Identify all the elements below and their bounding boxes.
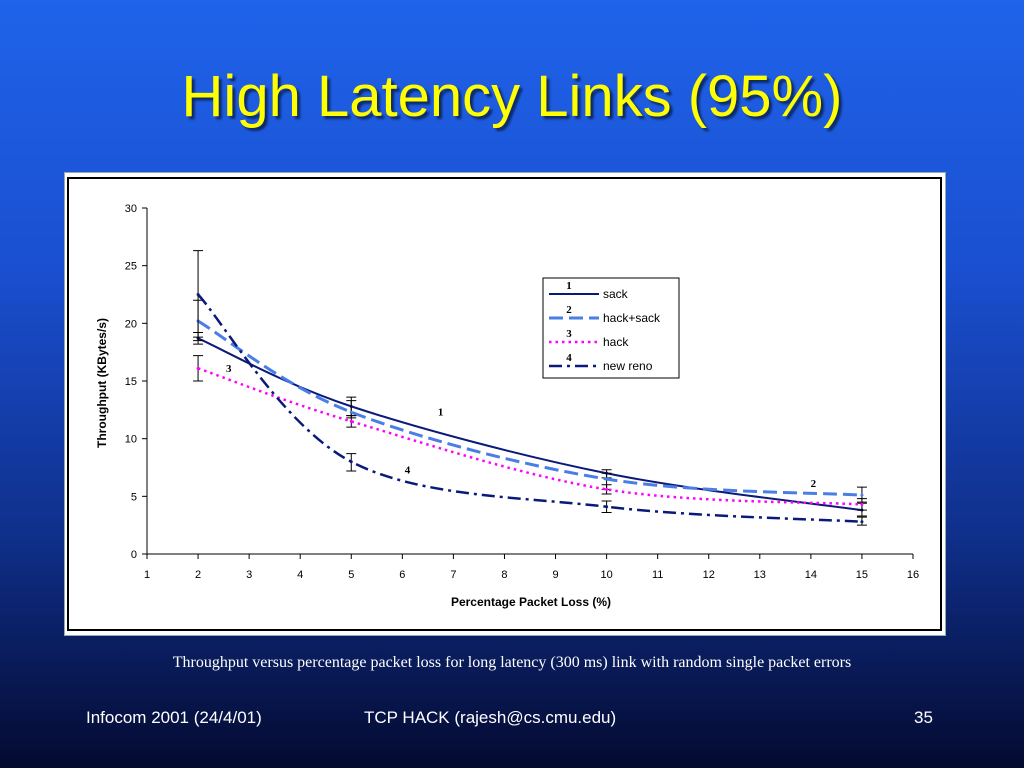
footer-page-number: 35 [914,708,933,727]
chart-border [67,177,942,631]
legend-label: hack+sack [603,311,661,325]
legend-number: 1 [566,280,572,292]
y-tick-label: 5 [131,491,137,503]
legend-number: 2 [566,304,572,316]
footer-conference: Infocom 2001 (24/4/01) [86,708,262,727]
series-line-new-reno [197,293,863,523]
legend-label: hack [603,335,629,349]
data-point [605,487,609,491]
curve-number-label: 3 [226,363,232,375]
curve-number-label: 1 [438,407,444,419]
x-tick-label: 2 [195,569,201,581]
series-line-sack [197,337,863,512]
data-point [860,520,864,524]
legend-number: 4 [566,352,572,364]
slide-title: High Latency Links (95%) [181,64,843,129]
x-tick-label: 5 [348,569,354,581]
legend-label: new reno [603,359,653,373]
line-chart: Percentage Packet Loss (%) Throughput (K… [67,177,942,631]
x-tick-label: 7 [450,569,456,581]
data-point [196,293,200,296]
x-tick-label: 3 [246,569,252,581]
data-point [860,502,864,506]
x-tick-label: 11 [652,569,663,581]
series-line-hack-sack [197,319,863,497]
figure-caption: Throughput versus percentage packet loss… [172,654,852,671]
y-tick-label: 10 [125,434,137,446]
x-tick-label: 9 [552,569,558,581]
y-tick-label: 20 [125,318,137,330]
data-point [860,493,864,497]
chart-frame: Percentage Packet Loss (%) Throughput (K… [64,172,946,636]
x-tick-label: 16 [907,569,919,581]
x-axis-title: Percentage Packet Loss (%) [451,595,611,609]
x-tick-label: 6 [399,569,405,581]
y-tick-label: 15 [125,376,137,388]
data-point [349,419,353,423]
x-tick-label: 13 [754,569,766,581]
legend: 1 sack 2 hack+sack 3 hack 4 new reno [542,277,680,379]
series-line-hack [197,367,863,506]
data-point [349,460,353,464]
data-point [349,410,353,414]
x-tick-label: 4 [297,569,303,581]
footer-talk-title: TCP HACK (rajesh@cs.cmu.edu) [364,708,617,727]
data-point [196,366,200,370]
curve-number-label: 4 [405,464,411,476]
y-tick-label: 30 [125,203,137,215]
legend-label: sack [603,287,629,301]
y-axis-title: Throughput (KBytes/s) [95,318,109,448]
legend-number: 3 [566,328,572,340]
y-tick-label: 0 [131,549,137,561]
x-tick-label: 8 [501,569,507,581]
x-tick-label: 10 [600,569,612,581]
x-tick-label: 15 [856,569,868,581]
x-tick-label: 12 [703,569,715,581]
data-point [605,477,609,481]
curve-number-label: 2 [811,478,817,490]
x-tick-label: 14 [805,569,817,581]
data-point [605,505,609,509]
y-tick-label: 25 [125,261,137,273]
x-tick-label: 1 [144,569,150,581]
